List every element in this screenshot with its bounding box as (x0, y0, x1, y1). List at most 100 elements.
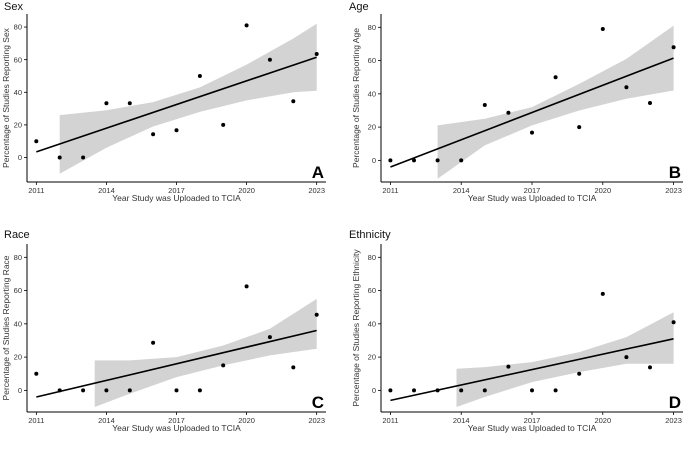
confidence-band (94, 298, 317, 407)
x-axis-label: Year Study was Uploaded to TCIA (112, 423, 241, 433)
confidence-band (456, 312, 674, 407)
data-point (459, 158, 464, 163)
y-tick-label: 0 (18, 386, 22, 395)
y-tick-label: 20 (368, 353, 376, 362)
data-point (57, 388, 62, 393)
confidence-band (59, 23, 317, 174)
data-point (388, 388, 393, 393)
x-tick-label: 2011 (382, 186, 398, 195)
panel-title: Age (349, 1, 369, 13)
data-point (57, 155, 62, 160)
data-point (197, 74, 202, 78)
y-axis-label: Percentage of Studies Reporting Race (1, 255, 11, 400)
panel-letter: A (312, 163, 324, 182)
data-point (221, 363, 226, 368)
regression-line (36, 56, 317, 153)
x-axis-label: Year Study was Uploaded to TCIA (112, 193, 241, 203)
x-tick-label: 2014 (98, 416, 115, 425)
data-point (600, 291, 605, 296)
panel-letter: D (669, 393, 681, 412)
data-point (291, 99, 296, 104)
data-point (244, 23, 249, 28)
data-point (34, 371, 39, 376)
x-tick-label: 2023 (308, 186, 325, 195)
x-tick-label: 2014 (453, 416, 470, 425)
x-tick-label: 2020 (238, 416, 255, 425)
y-tick-label: 60 (368, 56, 376, 65)
data-point (624, 85, 629, 90)
x-tick-label: 2020 (238, 186, 255, 195)
data-point (244, 284, 249, 289)
y-tick-label: 0 (372, 386, 376, 395)
y-tick-label: 40 (368, 89, 376, 98)
data-point (530, 388, 534, 393)
x-axis-label: Year Study was Uploaded to TCIA (468, 423, 597, 433)
y-tick-label: 40 (14, 88, 22, 97)
x-tick-label: 2023 (665, 416, 682, 425)
x-tick-label: 2023 (308, 416, 325, 425)
x-tick-label: 2011 (28, 416, 44, 425)
panel-a: Sex 0 20 40 60 80 2011 2014 2017 2020 2023 Year Stu… (1, 1, 326, 203)
y-tick-label: 20 (14, 121, 22, 130)
panel-d: Ethnicity 0 20 40 60 80 2011 2014 2017 2020 2023 Ye… (349, 229, 683, 433)
y-tick-label: 0 (18, 153, 22, 162)
y-tick-label: 20 (368, 123, 376, 132)
y-tick-label: 80 (368, 23, 376, 32)
x-tick-label: 2011 (382, 416, 398, 425)
data-point (624, 355, 629, 360)
data-point (221, 122, 226, 127)
panel-title: Ethnicity (349, 229, 391, 241)
data-point (506, 110, 511, 115)
x-tick-label: 2017 (524, 186, 541, 195)
x-tick-label: 2020 (594, 416, 611, 425)
data-point (291, 365, 296, 370)
y-tick-label: 0 (372, 156, 376, 165)
data-point (267, 57, 272, 62)
y-tick-label: 40 (14, 319, 22, 328)
data-point (151, 340, 156, 345)
y-tick-label: 40 (368, 319, 376, 328)
data-point (314, 52, 319, 56)
data-point (104, 388, 109, 393)
data-point (553, 75, 558, 80)
panel-letter: B (669, 163, 681, 182)
data-point (648, 365, 652, 370)
panel-b: Age 0 20 40 60 80 2011 2014 2017 2020 2023 Year Stu… (349, 1, 683, 203)
data-point (81, 155, 86, 160)
data-point (577, 371, 582, 376)
data-point (577, 125, 582, 130)
data-point (648, 101, 652, 105)
data-point (151, 132, 156, 137)
x-tick-label: 2017 (168, 416, 185, 425)
y-tick-label: 60 (368, 286, 376, 295)
data-point (530, 130, 534, 135)
panel-title: Sex (4, 1, 23, 13)
data-point (412, 388, 416, 393)
data-point (104, 101, 109, 106)
panel-c: Race 0 20 40 60 80 2011 2014 2017 2020 2023 Year St… (1, 229, 326, 433)
y-axis-label: Percentage of Studies Reporting Ethnicit… (351, 249, 361, 407)
y-tick-label: 60 (14, 286, 22, 295)
data-point (267, 335, 272, 340)
y-axis-label: Percentage of Studies Reporting Sex (1, 27, 11, 168)
data-point (435, 158, 440, 163)
data-point (127, 101, 132, 106)
data-point (174, 388, 179, 393)
x-tick-label: 2017 (524, 416, 541, 425)
data-point (127, 388, 132, 393)
x-tick-label: 2011 (28, 186, 44, 195)
data-point (435, 388, 440, 393)
regression-line (390, 57, 674, 168)
data-point (506, 364, 511, 369)
data-point (600, 27, 605, 31)
y-tick-label: 80 (14, 253, 22, 262)
data-point (671, 45, 676, 50)
data-point (388, 158, 393, 163)
y-tick-label: 60 (14, 55, 22, 64)
data-point (482, 388, 487, 393)
y-tick-label: 80 (14, 23, 22, 32)
x-tick-label: 2017 (168, 186, 185, 195)
x-tick-label: 2014 (98, 186, 115, 195)
x-tick-label: 2020 (594, 186, 611, 195)
